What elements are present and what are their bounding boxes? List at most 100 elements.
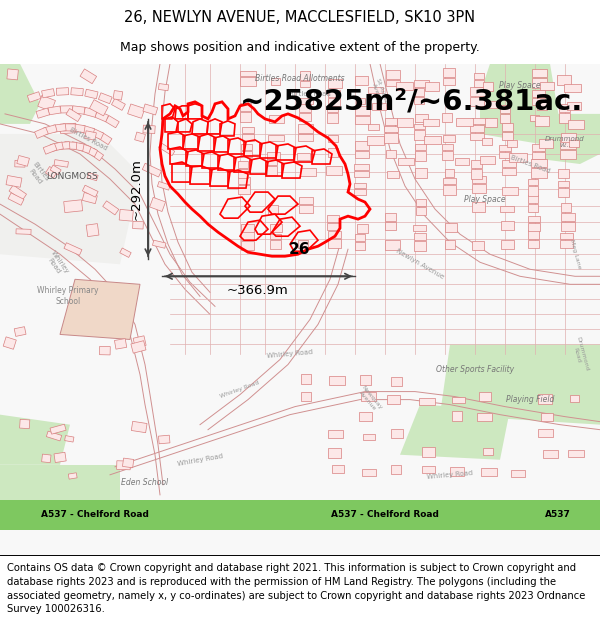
Text: 26: 26 [289,242,311,257]
FancyBboxPatch shape [61,106,73,113]
FancyBboxPatch shape [415,151,426,161]
FancyBboxPatch shape [157,181,170,190]
FancyBboxPatch shape [413,225,426,231]
FancyBboxPatch shape [66,109,81,122]
FancyBboxPatch shape [84,145,98,157]
FancyBboxPatch shape [509,152,527,162]
FancyBboxPatch shape [564,84,581,92]
FancyBboxPatch shape [299,103,311,112]
FancyBboxPatch shape [355,76,368,85]
FancyBboxPatch shape [64,242,82,255]
FancyBboxPatch shape [133,336,146,348]
Text: Newlyn Avenue: Newlyn Avenue [395,248,445,281]
FancyBboxPatch shape [299,81,310,87]
FancyBboxPatch shape [537,100,547,110]
FancyBboxPatch shape [356,224,368,232]
FancyBboxPatch shape [238,185,250,194]
FancyBboxPatch shape [270,241,281,249]
FancyBboxPatch shape [391,429,403,439]
FancyBboxPatch shape [500,221,514,230]
FancyBboxPatch shape [442,144,453,150]
Polygon shape [0,414,70,465]
FancyBboxPatch shape [240,78,256,86]
FancyBboxPatch shape [65,436,74,442]
FancyBboxPatch shape [15,161,25,167]
FancyBboxPatch shape [299,197,313,204]
FancyBboxPatch shape [482,82,493,91]
FancyBboxPatch shape [397,118,413,127]
FancyBboxPatch shape [532,90,545,97]
FancyBboxPatch shape [532,78,547,88]
Text: Whirley Road: Whirley Road [427,470,473,480]
Text: Play Space: Play Space [464,194,506,204]
Polygon shape [540,114,600,164]
FancyBboxPatch shape [568,451,584,457]
FancyBboxPatch shape [559,104,570,112]
Text: W...: W... [559,144,571,149]
FancyBboxPatch shape [543,450,558,458]
FancyBboxPatch shape [528,179,538,185]
FancyBboxPatch shape [241,224,254,232]
FancyBboxPatch shape [567,102,581,110]
FancyBboxPatch shape [472,241,484,250]
FancyBboxPatch shape [355,106,370,115]
FancyBboxPatch shape [483,449,493,456]
FancyBboxPatch shape [16,229,31,234]
FancyBboxPatch shape [142,163,161,177]
FancyBboxPatch shape [538,394,552,404]
FancyBboxPatch shape [80,69,97,84]
FancyBboxPatch shape [64,142,77,149]
FancyBboxPatch shape [356,98,365,104]
FancyBboxPatch shape [569,394,580,402]
FancyBboxPatch shape [529,240,539,248]
FancyBboxPatch shape [41,454,51,462]
FancyBboxPatch shape [367,136,385,145]
FancyBboxPatch shape [528,196,538,203]
FancyBboxPatch shape [41,89,55,98]
FancyBboxPatch shape [86,224,99,237]
FancyBboxPatch shape [113,91,123,100]
Polygon shape [0,134,140,264]
FancyBboxPatch shape [81,125,95,136]
Text: Play Space: Play Space [499,81,541,90]
Text: Whirley Primary
School: Whirley Primary School [37,286,99,306]
FancyBboxPatch shape [158,143,175,156]
FancyBboxPatch shape [528,204,538,212]
FancyBboxPatch shape [36,108,50,118]
Text: ~292.0m: ~292.0m [130,158,143,220]
FancyBboxPatch shape [46,166,58,178]
FancyBboxPatch shape [361,392,376,401]
FancyBboxPatch shape [443,178,455,184]
Text: Eden School: Eden School [121,478,169,488]
FancyBboxPatch shape [242,134,254,141]
Text: Birtles
Road: Birtles Road [26,161,50,187]
FancyBboxPatch shape [242,127,254,133]
FancyBboxPatch shape [71,142,84,151]
FancyBboxPatch shape [17,156,29,166]
FancyBboxPatch shape [85,89,98,99]
Text: Whirley Road: Whirley Road [177,452,223,467]
FancyBboxPatch shape [422,448,436,457]
FancyBboxPatch shape [271,78,280,85]
Text: Meg Lane: Meg Lane [569,239,581,269]
FancyBboxPatch shape [355,234,365,241]
Text: Drummond: Drummond [545,136,585,142]
FancyBboxPatch shape [328,98,340,106]
FancyBboxPatch shape [386,80,400,86]
FancyBboxPatch shape [20,419,30,429]
FancyBboxPatch shape [532,152,545,159]
FancyBboxPatch shape [120,248,131,258]
FancyBboxPatch shape [560,149,576,159]
FancyBboxPatch shape [415,144,426,150]
FancyBboxPatch shape [268,152,280,159]
FancyBboxPatch shape [299,98,313,104]
FancyBboxPatch shape [529,230,539,239]
FancyBboxPatch shape [415,168,427,178]
Text: Newquay
Avenue: Newquay Avenue [356,385,383,414]
FancyBboxPatch shape [53,124,66,132]
FancyBboxPatch shape [414,131,425,139]
FancyBboxPatch shape [500,105,511,113]
FancyBboxPatch shape [95,111,109,122]
FancyBboxPatch shape [355,141,369,150]
FancyBboxPatch shape [560,140,576,149]
